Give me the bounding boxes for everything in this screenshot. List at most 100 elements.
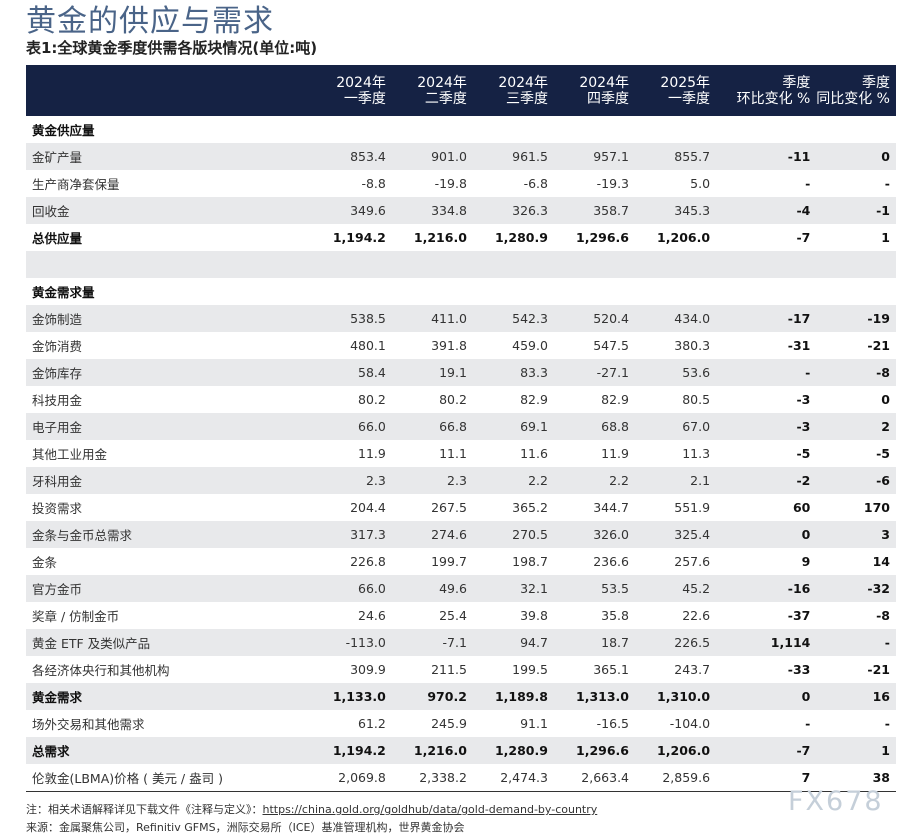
table-cell: 2.3 [447,473,467,488]
table-cell: -31 [787,338,811,353]
table-cell: -3 [796,392,811,407]
table-cell [305,116,386,143]
table-cell: 25.4 [439,608,467,623]
table-cell: 45.2 [682,581,711,596]
table-cell: - [805,365,811,380]
table-row: 伦敦金(LBMA)价格 ( 美元 / 盎司 ) 2,069.8 2,338.2 2,4… [26,764,896,792]
table-cell: 1,114 [770,635,811,650]
table-row: 官方金币 66.0 49.6 32.1 53.5 45.2 -16 -32 [26,575,896,602]
table-cell: -5 [796,446,811,461]
table-cell: -104.0 [669,716,711,731]
table-header-row: 2024年 一季度 2024年 二季度 2024年 三季度 2024年 四季度 2025年 一季度… [26,65,896,116]
table-cell: -6 [876,473,890,488]
table-cell: 853.4 [350,149,386,164]
row-label [26,251,305,278]
table-cell: 19.1 [439,365,467,380]
table-cell [467,251,548,278]
table-cell: 542.3 [512,311,548,326]
supply-demand-table: 2024年 一季度 2024年 二季度 2024年 三季度 2024年 四季度 2025年 一季度… [26,65,896,792]
table-cell: 11.3 [682,446,711,461]
table-cell: 226.8 [350,554,386,569]
table-cell: 68.8 [601,419,629,434]
table-cell: 2,474.3 [466,764,548,792]
table-cell: 334.8 [431,203,467,218]
table-cell: -37 [787,608,811,623]
table-cell: 67.0 [682,419,711,434]
table-cell: -2 [796,473,811,488]
column-header-line1: 2025年 [660,74,711,91]
table-cell: 243.7 [674,662,711,677]
row-label: 金饰库存 [32,366,83,381]
row-label: 伦敦金(LBMA)价格 ( 美元 / 盎司 ) [26,764,305,792]
row-label: 场外交易和其他需求 [32,717,145,732]
table-cell: 82.9 [520,392,548,407]
table-cell [710,278,810,305]
column-header: 2024年 四季度 [548,65,629,116]
table-cell: 901.0 [431,149,467,164]
table-row: 金饰制造 538.5 411.0 542.3 520.4 434.0 -17 -19 [26,305,896,332]
table-cell: 32.1 [520,581,548,596]
table-cell: -8 [876,608,890,623]
table-cell: 365.1 [593,662,629,677]
table-row: 总供应量 1,194.2 1,216.0 1,280.9 1,296.6 1,206.0 -… [26,224,896,251]
table-cell: 547.5 [593,338,629,353]
table-cell [305,251,386,278]
table-cell: -17 [787,311,811,326]
table-cell: 1 [881,230,890,245]
table-cell: -7 [796,743,811,758]
table-row: 场外交易和其他需求 61.2 245.9 91.1 -16.5 -104.0 - - [26,710,896,737]
row-label: 官方金币 [32,582,83,597]
table-cell: 1,296.6 [576,743,629,758]
table-cell: 35.8 [601,608,629,623]
table-cell: 0 [801,689,811,704]
table-cell: 326.0 [593,527,629,542]
table-cell: 1,216.0 [413,743,467,758]
table-row [26,251,896,278]
table-cell: 66.0 [358,581,386,596]
table-cell [467,278,548,305]
row-label: 投资需求 [32,501,83,516]
table-cell: 82.9 [601,392,629,407]
row-label: 其他工业用金 [32,447,108,462]
table-cell: 80.2 [439,392,467,407]
table-cell: 204.4 [350,500,386,515]
gold-demand-link[interactable]: https://china.gold.org/goldhub/data/gold… [262,803,598,816]
table-cell: 198.7 [512,554,548,569]
table-cell: 7 [710,764,811,792]
table-cell: 80.5 [682,392,711,407]
footnote: 注：相关术语解释详见下载文件《注释与定义》：https://china.gold… [26,801,597,817]
page-title: 黄金的供应与需求 [26,4,274,39]
table-cell: 18.7 [601,635,629,650]
table-cell: 855.7 [674,149,711,164]
row-label: 黄金 ETF 及类似产品 [32,636,151,651]
table-cell: 344.7 [593,500,629,515]
column-header: 2024年 二季度 [386,65,467,116]
column-header-line2: 一季度 [668,90,711,107]
table-cell: -3 [796,419,811,434]
table-cell [548,116,629,143]
table-cell: 11.1 [439,446,467,461]
table-cell: 2,338.2 [385,764,467,792]
table-cell: 2.2 [609,473,629,488]
row-label: 奖章 / 仿制金币 [32,609,120,624]
table-cell: 3 [881,527,890,542]
table-cell: 58.4 [358,365,386,380]
table-cell: 1,194.2 [332,743,386,758]
table-cell: 5.0 [690,176,711,191]
row-label: 总需求 [32,744,70,759]
table-cell: -8 [876,365,890,380]
table-cell [810,116,896,143]
table-row: 投资需求 204.4 267.5 365.2 344.7 551.9 60 170 [26,494,896,521]
table-cell: -4 [796,203,811,218]
table-cell: 551.9 [674,500,711,515]
table-cell: 325.4 [674,527,711,542]
table-cell: - [805,716,811,731]
table-row: 黄金 ETF 及类似产品 -113.0 -7.1 94.7 18.7 226.5 1,114… [26,629,896,656]
row-label: 总供应量 [32,231,83,246]
row-label: 黄金需求 [32,690,83,705]
table-cell: 957.1 [593,149,629,164]
column-header: 季度 同比变化 % [810,65,896,116]
table-cell: 1,216.0 [413,230,467,245]
table-cell: 80.2 [358,392,386,407]
table-cell [386,278,467,305]
